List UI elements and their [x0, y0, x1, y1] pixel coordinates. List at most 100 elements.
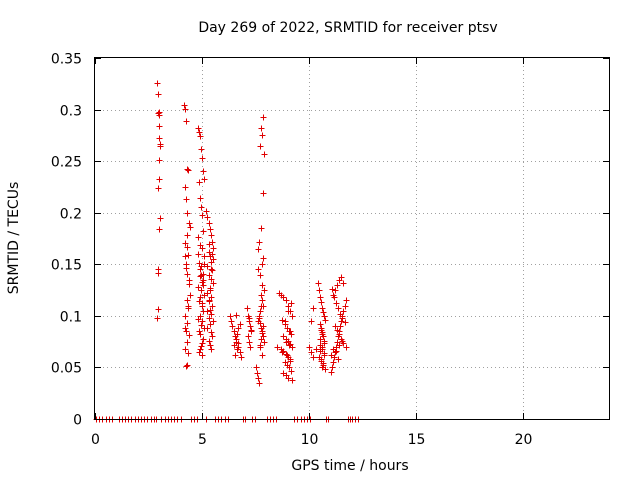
data-point: [329, 286, 336, 293]
data-point: [258, 325, 265, 332]
data-point: [333, 300, 340, 307]
data-point: [310, 354, 317, 361]
data-point: [244, 305, 251, 312]
data-point: [182, 184, 189, 191]
data-point: [256, 239, 263, 246]
data-point: [255, 266, 262, 273]
data-point: [259, 330, 266, 337]
data-point: [248, 327, 255, 334]
data-point: [288, 300, 295, 307]
data-point: [197, 294, 204, 301]
data-point: [235, 340, 242, 347]
data-point: [185, 350, 192, 357]
data-point: [319, 305, 326, 312]
data-point: [197, 273, 204, 280]
data-point: [254, 370, 261, 377]
y-tick-label: 0.35: [51, 52, 82, 68]
data-point: [261, 287, 268, 294]
data-point: [288, 368, 295, 375]
data-point: [331, 294, 338, 301]
data-point: [233, 336, 240, 343]
data-point: [308, 349, 315, 356]
data-point: [198, 146, 205, 153]
data-point: [318, 299, 325, 306]
data-point: [155, 306, 162, 313]
data-point: [279, 349, 286, 356]
data-point: [317, 294, 324, 301]
data-point: [198, 204, 205, 211]
y-tick-label: 0.25: [51, 155, 82, 171]
data-point: [260, 114, 267, 121]
data-point: [257, 344, 264, 351]
data-point: [201, 176, 208, 183]
data-point: [197, 331, 204, 338]
y-tick-label: 0.05: [51, 361, 82, 377]
data-point: [184, 210, 191, 217]
data-point: [255, 375, 262, 382]
data-point: [333, 348, 340, 355]
data-point: [209, 333, 216, 340]
data-point: [261, 151, 268, 158]
data-point: [261, 339, 268, 346]
data-point: [183, 328, 190, 335]
data-point: [338, 274, 345, 281]
plot-frame: [94, 57, 610, 420]
data-point: [285, 375, 292, 382]
data-point: [282, 318, 289, 325]
data-point: [206, 297, 213, 304]
data-point: [198, 343, 205, 350]
data-point: [259, 132, 266, 139]
data-point: [155, 91, 162, 98]
data-point: [342, 319, 349, 326]
data-point: [255, 246, 262, 253]
data-point: [203, 208, 210, 215]
data-point: [154, 315, 161, 322]
data-point: [187, 224, 194, 231]
data-point: [182, 346, 189, 353]
data-point: [156, 123, 163, 130]
data-point: [246, 315, 253, 322]
data-point: [286, 342, 293, 349]
data-point: [198, 322, 205, 329]
data-point: [256, 315, 263, 322]
data-point: [210, 280, 217, 287]
data-point: [196, 328, 203, 335]
data-point: [238, 354, 245, 361]
data-point: [260, 303, 267, 310]
data-point: [210, 318, 217, 325]
data-point: [258, 225, 265, 232]
data-point: [155, 185, 162, 192]
data-point: [207, 307, 214, 314]
data-point: [199, 352, 206, 359]
data-point: [335, 305, 342, 312]
data-point: [318, 356, 325, 363]
data-point: [199, 245, 206, 252]
data-point: [200, 168, 207, 175]
data-point: [156, 226, 163, 233]
data-point: [237, 349, 244, 356]
data-point: [200, 336, 207, 343]
data-point: [321, 352, 328, 359]
data-point: [209, 303, 216, 310]
data-point: [183, 265, 190, 272]
data-point: [317, 348, 324, 355]
data-point: [328, 369, 335, 376]
data-point: [183, 118, 190, 125]
chart-title: Day 269 of 2022, SRMTID for receiver pts…: [198, 20, 497, 36]
data-point: [156, 135, 163, 142]
data-point: [321, 313, 328, 320]
data-point: [336, 342, 343, 349]
data-point: [207, 226, 214, 233]
data-point: [184, 297, 191, 304]
data-point: [320, 309, 327, 316]
data-point: [340, 308, 347, 315]
data-point: [328, 352, 335, 359]
data-point: [258, 292, 265, 299]
data-point: [257, 272, 264, 279]
data-point: [340, 280, 347, 287]
data-point: [247, 323, 254, 330]
grid: [95, 58, 609, 419]
data-point: [337, 311, 344, 318]
data-point: [343, 297, 350, 304]
